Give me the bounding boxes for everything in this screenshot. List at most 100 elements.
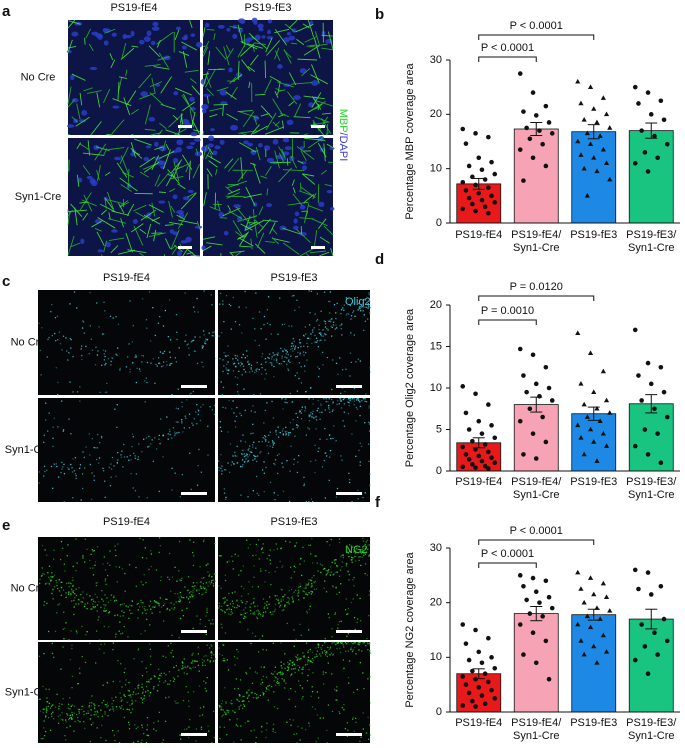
speckle bbox=[154, 600, 155, 601]
speckle bbox=[283, 679, 284, 680]
speckle bbox=[254, 458, 255, 459]
speckle bbox=[328, 321, 329, 322]
data-point bbox=[460, 465, 465, 470]
speckle bbox=[270, 612, 271, 613]
data-point bbox=[575, 330, 580, 335]
speckle bbox=[81, 626, 82, 627]
speckle bbox=[135, 455, 136, 456]
speckle bbox=[132, 341, 133, 342]
speckle bbox=[303, 590, 304, 591]
speckle bbox=[305, 333, 306, 334]
speckle bbox=[310, 606, 311, 607]
speckle bbox=[188, 598, 189, 599]
speckle bbox=[117, 543, 118, 544]
data-point bbox=[489, 688, 494, 693]
speckle bbox=[343, 310, 344, 311]
speckle bbox=[293, 338, 294, 339]
speckle bbox=[182, 662, 183, 663]
speckle bbox=[81, 706, 82, 707]
speckle bbox=[119, 567, 120, 568]
speckle bbox=[133, 487, 134, 488]
data-point bbox=[547, 386, 552, 391]
speckle bbox=[76, 630, 77, 631]
speckle bbox=[355, 653, 356, 654]
speckle bbox=[106, 584, 107, 585]
speckle bbox=[314, 327, 315, 328]
speckle bbox=[116, 355, 117, 356]
speckle bbox=[349, 482, 350, 483]
speckle bbox=[118, 324, 119, 325]
speckle bbox=[234, 607, 235, 608]
speckle bbox=[315, 342, 316, 343]
speckle bbox=[201, 594, 202, 595]
speckle bbox=[142, 727, 143, 728]
speckle bbox=[192, 660, 193, 661]
speckle bbox=[146, 686, 147, 687]
data-point bbox=[464, 188, 469, 193]
nucleus bbox=[147, 30, 152, 36]
speckle bbox=[308, 398, 309, 399]
speckle bbox=[288, 602, 289, 603]
speckle bbox=[340, 398, 341, 399]
nucleus bbox=[67, 50, 72, 53]
speckle bbox=[168, 439, 169, 440]
speckle bbox=[167, 608, 168, 609]
nucleus bbox=[213, 150, 218, 155]
speckle bbox=[369, 407, 370, 408]
speckle bbox=[207, 426, 208, 427]
speckle bbox=[273, 366, 274, 367]
speckle bbox=[225, 575, 226, 576]
speckle bbox=[106, 383, 107, 384]
data-point bbox=[528, 136, 533, 141]
speckle bbox=[49, 413, 50, 414]
significance-bracket bbox=[479, 296, 594, 301]
speckle bbox=[287, 351, 288, 352]
speckle bbox=[366, 638, 367, 639]
speckle bbox=[185, 292, 186, 293]
speckle bbox=[300, 411, 301, 412]
speckle bbox=[332, 438, 333, 439]
speckle bbox=[343, 555, 344, 556]
speckle bbox=[101, 725, 102, 726]
speckle bbox=[178, 432, 179, 433]
speckle bbox=[319, 368, 320, 369]
speckle bbox=[310, 415, 311, 416]
speckle bbox=[261, 666, 262, 667]
speckle bbox=[43, 442, 44, 443]
speckle bbox=[316, 338, 317, 339]
speckle bbox=[274, 354, 275, 355]
speckle bbox=[102, 468, 103, 469]
speckle bbox=[341, 621, 342, 622]
nucleus bbox=[264, 145, 270, 151]
speckle bbox=[170, 339, 171, 340]
speckle bbox=[68, 352, 69, 353]
speckle bbox=[227, 711, 228, 712]
speckle bbox=[225, 469, 226, 470]
speckle bbox=[270, 482, 271, 483]
data-point bbox=[473, 183, 478, 188]
speckle bbox=[242, 466, 243, 467]
speckle bbox=[105, 497, 106, 498]
speckle bbox=[108, 602, 109, 603]
speckle bbox=[189, 394, 190, 395]
speckle bbox=[340, 583, 341, 584]
speckle bbox=[111, 477, 112, 478]
speckle bbox=[104, 310, 105, 311]
speckle bbox=[335, 644, 336, 645]
speckle bbox=[349, 405, 350, 406]
speckle bbox=[75, 478, 76, 479]
speckle bbox=[205, 587, 206, 588]
speckle bbox=[145, 401, 146, 402]
speckle bbox=[303, 656, 304, 657]
nucleus bbox=[158, 200, 165, 203]
speckle bbox=[79, 709, 80, 710]
speckle bbox=[85, 346, 86, 347]
data-point bbox=[601, 581, 606, 586]
speckle bbox=[163, 620, 164, 621]
data-point bbox=[633, 85, 638, 90]
nucleus bbox=[160, 161, 165, 166]
speckle bbox=[103, 302, 104, 303]
speckle bbox=[326, 541, 327, 542]
speckle bbox=[109, 550, 110, 551]
